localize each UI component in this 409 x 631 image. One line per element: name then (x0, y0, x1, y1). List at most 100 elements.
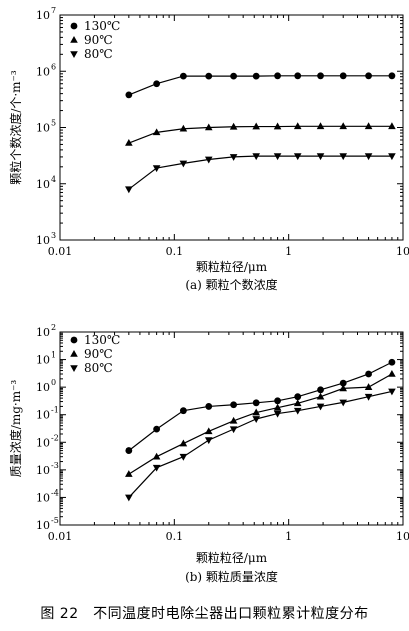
series-line (128, 373, 393, 475)
y-tick-exponent: 2 (51, 323, 56, 332)
figure-caption: 图 22 不同温度时电除尘器出口颗粒累计粒度分布 (40, 606, 369, 622)
data-point (293, 153, 302, 161)
data-point (229, 426, 238, 434)
series-group-a (125, 72, 396, 194)
data-point (152, 464, 161, 472)
data-point (339, 379, 347, 387)
data-point (388, 369, 396, 377)
data-point (364, 122, 373, 130)
data-point (179, 160, 188, 168)
legend-marker (70, 51, 78, 58)
y-axis-label-b: 质量浓度/mg·m⁻³ (8, 380, 23, 478)
data-point (294, 72, 302, 80)
y-tick-exponent: 4 (51, 175, 56, 184)
data-point (204, 123, 213, 131)
series-line (128, 390, 393, 498)
legend-marker (70, 336, 78, 344)
y-tick-label: 10 (36, 234, 50, 247)
x-tick-label: 10 (396, 530, 409, 543)
y-tick-exponent: -1 (51, 406, 59, 415)
data-point (364, 393, 373, 401)
data-point (273, 122, 282, 130)
x-axis-label-b: 颗粒粒径/μm (196, 550, 268, 565)
legend-marker (70, 22, 78, 30)
x-tick-label: 0.01 (48, 245, 73, 258)
data-point (205, 403, 213, 410)
y-tick-label: 10 (36, 65, 50, 78)
data-point (153, 80, 161, 88)
data-point (339, 122, 348, 130)
data-point (179, 72, 187, 80)
data-point (365, 370, 372, 378)
y-tick-label: 10 (36, 436, 50, 449)
y-tick-exponent: -2 (51, 433, 59, 442)
legend-label: 90℃ (84, 33, 113, 47)
data-point (152, 128, 161, 136)
data-point (339, 153, 348, 161)
data-point (204, 427, 213, 435)
y-tick-exponent: 5 (51, 119, 56, 128)
data-point (339, 399, 348, 407)
data-point (125, 91, 133, 99)
data-point (293, 122, 302, 130)
data-point (179, 124, 188, 132)
data-point (252, 153, 260, 161)
data-point (339, 384, 348, 392)
data-point (273, 410, 282, 418)
y-tick-label: 10 (36, 354, 50, 367)
data-point (179, 453, 188, 461)
subtitle-a: (a) 颗粒个数浓度 (185, 277, 277, 292)
data-point (316, 403, 325, 411)
data-point (229, 416, 238, 424)
data-point (230, 401, 238, 409)
y-tick-label: 10 (36, 178, 50, 191)
legend-label: 80℃ (84, 47, 113, 61)
data-point (153, 425, 161, 433)
subtitle-b: (b) 颗粒质量浓度 (185, 569, 278, 584)
plot-frame-b (59, 331, 404, 526)
data-point (388, 388, 396, 396)
x-tick-label: 0.01 (48, 530, 73, 543)
legend-label: 130℃ (84, 19, 120, 33)
data-point (294, 393, 302, 401)
data-point (125, 139, 133, 146)
data-point (205, 72, 213, 80)
data-point (365, 72, 372, 80)
x-tick-label: 0.1 (166, 530, 184, 543)
data-point (204, 437, 213, 445)
data-point (293, 407, 302, 415)
data-point (152, 165, 161, 173)
data-point (316, 153, 325, 161)
y-tick-exponent: 0 (51, 378, 56, 387)
data-point (339, 72, 347, 80)
data-point (252, 72, 260, 80)
data-point (388, 153, 396, 161)
data-point (364, 153, 373, 161)
y-tick-exponent: 7 (51, 6, 56, 15)
data-point (274, 397, 281, 405)
y-tick-label: 10 (36, 464, 50, 477)
legend-marker (70, 365, 78, 372)
data-point (388, 122, 396, 130)
y-tick-label: 10 (36, 519, 50, 532)
data-point (293, 399, 302, 407)
y-tick-label: 10 (36, 409, 50, 422)
data-point (273, 403, 282, 411)
legend-label: 90℃ (84, 347, 113, 361)
data-point (252, 122, 260, 130)
data-point (125, 447, 133, 454)
data-point (125, 186, 133, 194)
data-point (317, 72, 324, 80)
data-point (388, 72, 396, 80)
series-line (128, 75, 392, 96)
legend-label: 80℃ (84, 361, 113, 375)
data-point (152, 452, 161, 460)
data-point (252, 399, 260, 407)
y-tick-label: 10 (36, 491, 50, 504)
data-point (316, 392, 325, 400)
data-point (364, 383, 373, 390)
x-tick-label: 0.1 (166, 245, 184, 258)
legend-marker (70, 350, 78, 357)
